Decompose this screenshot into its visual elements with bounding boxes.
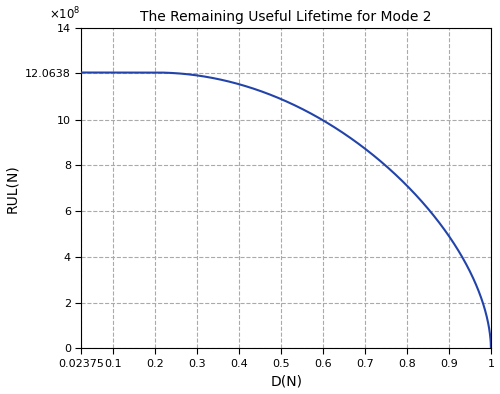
Text: $\times 10^{8}$: $\times 10^{8}$: [48, 5, 80, 22]
Title: The Remaining Useful Lifetime for Mode 2: The Remaining Useful Lifetime for Mode 2: [140, 10, 432, 24]
X-axis label: D(N): D(N): [270, 374, 302, 388]
Y-axis label: RUL(N): RUL(N): [6, 164, 20, 213]
